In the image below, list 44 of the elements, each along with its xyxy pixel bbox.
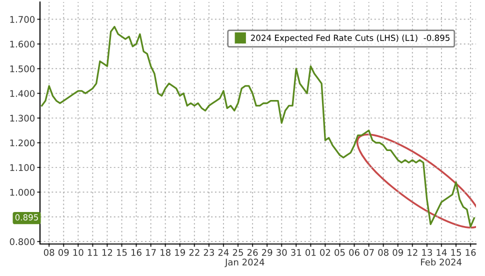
x-tick-label: 26	[247, 249, 258, 256]
x-tick-label: 09	[392, 249, 403, 256]
legend-label: 2024 Expected Fed Rate Cuts (LHS) (L1) -0.895	[250, 34, 450, 43]
x-tick-label: 06	[349, 249, 360, 256]
y-tick-label: 1.500	[10, 65, 35, 72]
y-tick-label: 1.100	[10, 164, 35, 172]
x-tick-label: 08	[44, 249, 54, 256]
x-tick-label: 22	[189, 249, 200, 256]
x-tick-label: 05	[334, 249, 345, 256]
x-tick-label: 11	[88, 249, 98, 256]
x-tick-label: 02	[320, 249, 330, 256]
line-series	[40, 26, 476, 228]
x-tick-label: 07	[364, 249, 374, 256]
x-tick-label: 15	[451, 249, 461, 256]
x-tick-label: 16	[132, 249, 142, 256]
y-tick-label: 1.000	[10, 188, 35, 196]
x-tick-label: 12	[408, 249, 418, 256]
x-tick-label: 23	[204, 249, 214, 256]
y-tick-label: 1.400	[10, 90, 35, 97]
x-tick-label: 12	[102, 249, 112, 256]
y-tick-label: 1.700	[10, 16, 35, 23]
x-tick-label: 13	[422, 249, 432, 256]
y-tick-label: 1.300	[10, 114, 35, 122]
x-tick-label: 09	[58, 249, 69, 256]
x-tick-label: 24	[218, 249, 229, 256]
x-tick-label: 15	[117, 249, 127, 256]
x-tick-label: 31	[291, 249, 302, 256]
y-tick-label: 1.600	[10, 40, 35, 48]
x-tick-label: 29	[262, 249, 272, 256]
x-tick-label: 01	[306, 249, 316, 256]
x-tick-label: 14	[436, 249, 447, 256]
x-tick-label: 16	[466, 249, 476, 256]
x-tick-label: 17	[146, 249, 156, 256]
text: Jan 2024	[224, 258, 264, 268]
x-tick-label: 10	[73, 249, 84, 256]
x-tick-label: 18	[160, 249, 170, 256]
x-tick-label: 19	[175, 249, 185, 256]
x-tick-label: 25	[232, 249, 243, 256]
text: Feb 2024	[421, 258, 462, 266]
y-tick-label: 0.800	[10, 238, 35, 246]
x-tick-label: 08	[378, 249, 388, 256]
text: 0.895	[15, 214, 38, 220]
y-tick-label: 1.200	[10, 139, 35, 146]
x-tick-label: 30	[276, 249, 287, 256]
